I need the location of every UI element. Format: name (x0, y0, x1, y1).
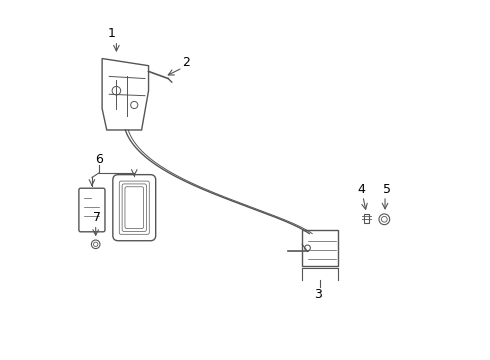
Bar (364, 214, 369, 223)
Text: 2: 2 (182, 56, 190, 69)
Text: 5: 5 (383, 183, 391, 195)
Text: 6: 6 (95, 153, 103, 166)
Bar (302, 230, 338, 266)
Text: 1: 1 (107, 27, 115, 40)
Text: 4: 4 (358, 183, 366, 195)
Text: 3: 3 (314, 288, 322, 301)
Text: 7: 7 (93, 211, 101, 224)
